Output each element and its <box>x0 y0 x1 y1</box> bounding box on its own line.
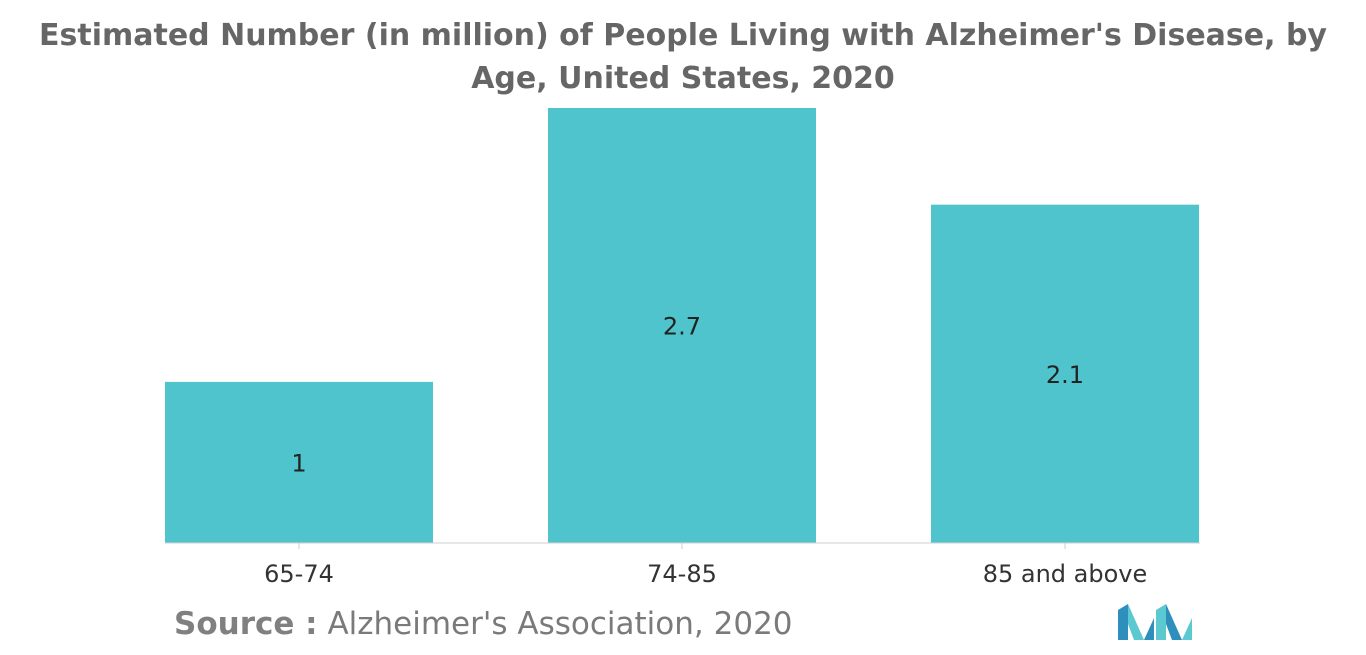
source-note: Source : Alzheimer's Association, 2020 <box>174 606 793 642</box>
x-tick-label: 85 and above <box>983 560 1148 588</box>
bar-value-label: 1 <box>291 449 306 477</box>
bar-value-label: 2.1 <box>1046 361 1084 389</box>
x-tick-label: 74-85 <box>647 560 717 588</box>
ticks-layer: 65-74 74-85 85 and above <box>264 543 1147 588</box>
x-tick-label: 65-74 <box>264 560 334 588</box>
bar-65-74 <box>165 381 433 543</box>
mordor-intelligence-logo-icon <box>1118 604 1192 640</box>
bar-74-85 <box>548 108 816 543</box>
bars-layer: 1 2.7 2.1 <box>165 108 1199 543</box>
bar-85-and-above <box>931 204 1199 543</box>
bar-chart: 1 2.7 2.1 65-74 74-85 85 and above <box>165 108 1200 588</box>
chart-title: Estimated Number (in million) of People … <box>39 18 1327 96</box>
bar-value-label: 2.7 <box>663 313 701 341</box>
source-text: Alzheimer's Association, 2020 <box>327 606 793 642</box>
source-label: Source : <box>174 606 318 642</box>
